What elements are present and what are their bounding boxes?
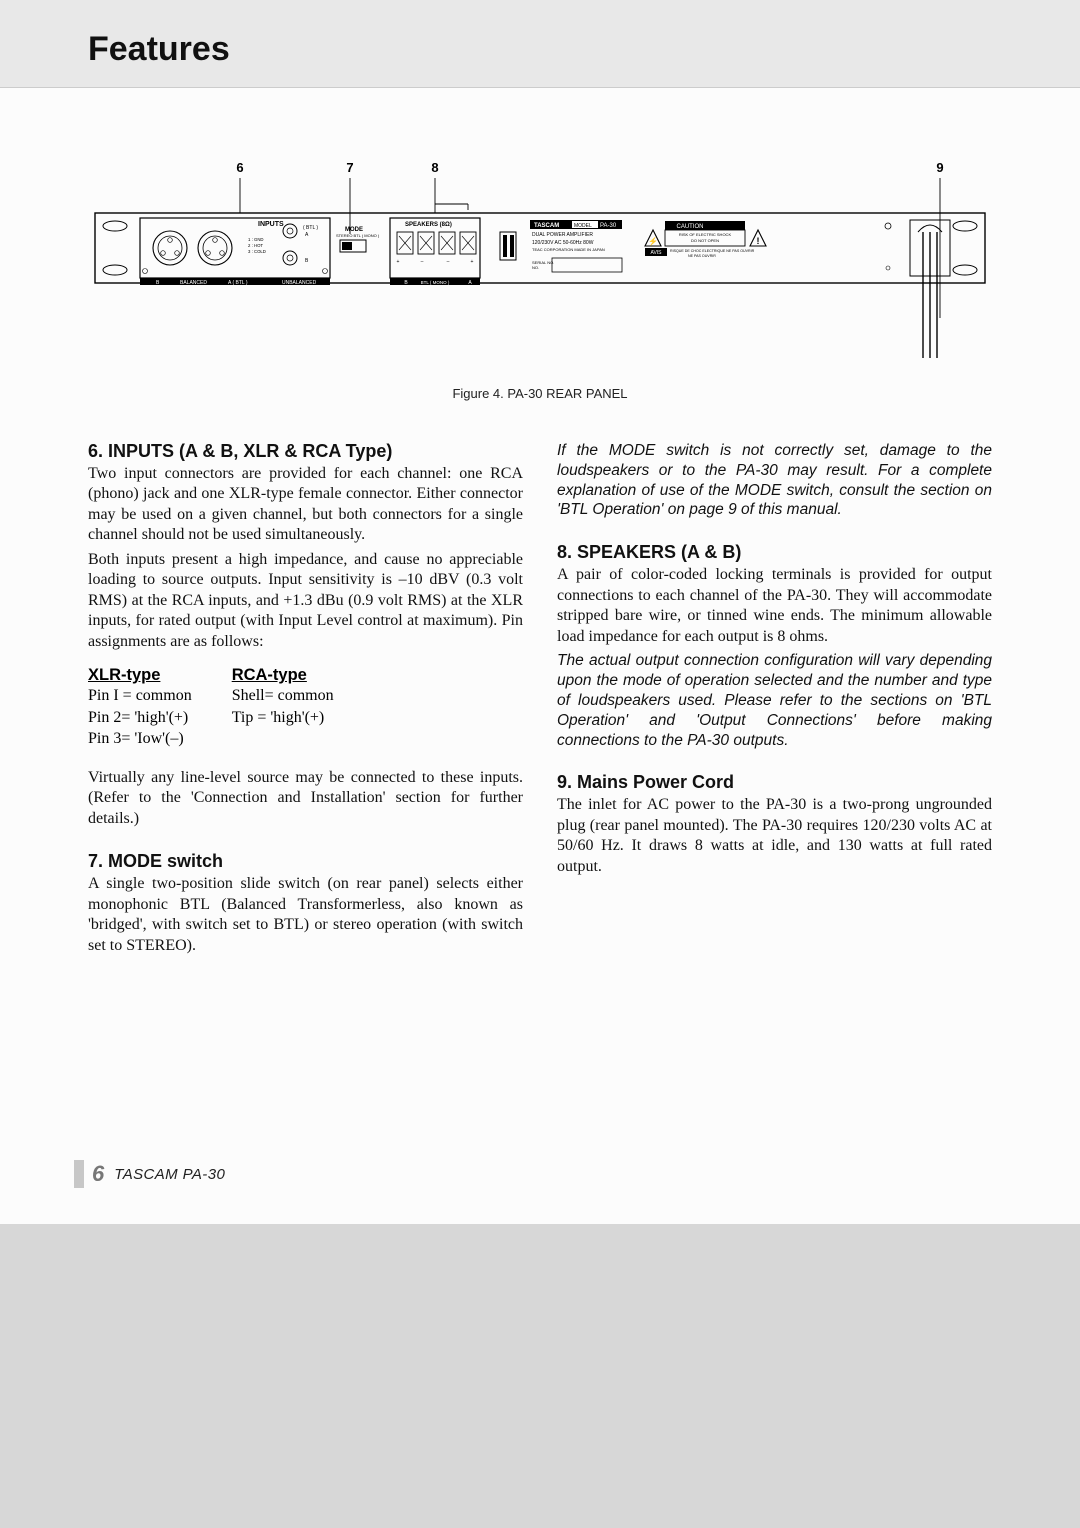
svg-text:B: B (305, 258, 309, 264)
svg-text:TEAC CORPORATION MADE IN JAP: TEAC CORPORATION MADE IN JAPAN (532, 247, 605, 252)
rca-shell: Shell= common (232, 685, 334, 707)
section-7-p1: A single two-position slide switch (on r… (88, 874, 523, 956)
section-6-p2: Both inputs present a high impedance, an… (88, 550, 523, 652)
svg-text:NO.: NO. (532, 265, 539, 270)
page-title: Features (88, 30, 992, 69)
svg-text:PA-30: PA-30 (600, 223, 617, 229)
xlr-type-heading: XLR-type (88, 666, 192, 685)
pin-assignments-table: XLR-type Pin I = common Pin 2= 'high'(+)… (88, 666, 523, 750)
svg-text:NE PAS OUVRIR: NE PAS OUVRIR (688, 254, 716, 258)
svg-text:MODEL: MODEL (574, 223, 592, 229)
section-8-heading: 8. SPEAKERS (A & B) (557, 542, 992, 563)
footer-accent-bar (74, 1160, 84, 1188)
page-number: 6 (92, 1161, 104, 1187)
section-8-warning: The actual output connection configurati… (557, 651, 992, 750)
page: Features 6 7 8 9 (0, 0, 1080, 1224)
right-column: If the MODE switch is not correctly set,… (557, 441, 992, 960)
svg-text:RISQUE DE CHOC ELECTRIQUE NE P: RISQUE DE CHOC ELECTRIQUE NE PAS OUVRIR (670, 249, 755, 253)
svg-text:RISK OF ELECTRIC SHOCK: RISK OF ELECTRIC SHOCK (679, 232, 732, 237)
svg-text:120/230V AC 50-60Hz 80W: 120/230V AC 50-60Hz 80W (532, 240, 594, 246)
mode-switch-warning: If the MODE switch is not correctly set,… (557, 441, 992, 520)
callout-8: 8 (431, 160, 438, 175)
svg-text:CAUTION: CAUTION (677, 224, 704, 230)
section-6-p1: Two input connectors are provided for ea… (88, 464, 523, 546)
svg-text:⚡: ⚡ (648, 236, 658, 246)
svg-text:TASCAM: TASCAM (534, 223, 559, 229)
xlr-pin-3: Pin 3= 'Iow'(–) (88, 728, 192, 750)
svg-text:INPUTS: INPUTS (258, 221, 284, 228)
svg-text:AVIS: AVIS (650, 250, 662, 256)
svg-text:SPEAKERS (8Ω): SPEAKERS (8Ω) (405, 222, 452, 228)
callout-9: 9 (936, 160, 943, 175)
section-7-heading: 7. MODE switch (88, 851, 523, 872)
svg-text:DO NOT OPEN: DO NOT OPEN (691, 238, 719, 243)
rca-type-heading: RCA-type (232, 666, 334, 685)
svg-text:STEREO BTL ( MONO ): STEREO BTL ( MONO ) (336, 233, 380, 238)
svg-text:( BTL ): ( BTL ) (303, 225, 318, 231)
header-band: Features (0, 0, 1080, 88)
svg-text:BALANCED: BALANCED (180, 280, 207, 286)
svg-text:3 : COLD: 3 : COLD (248, 249, 266, 254)
svg-text:BTL ( MONO ): BTL ( MONO ) (421, 280, 450, 285)
section-6-heading: 6. INPUTS (A & B, XLR & RCA Type) (88, 441, 523, 462)
xlr-column: XLR-type Pin I = common Pin 2= 'high'(+)… (88, 666, 192, 750)
svg-text:–: – (421, 259, 424, 265)
svg-text:1 : GND: 1 : GND (248, 237, 264, 242)
svg-text:A: A (305, 232, 309, 238)
page-footer: 6 TASCAM PA-30 (0, 1160, 1080, 1224)
svg-text:–: – (447, 259, 450, 265)
section-8-p1: A pair of color-coded locking terminals … (557, 565, 992, 647)
two-column-body: 6. INPUTS (A & B, XLR & RCA Type) Two in… (88, 441, 992, 960)
xlr-pin-1: Pin I = common (88, 685, 192, 707)
svg-text:A ( BTL ): A ( BTL ) (228, 280, 248, 286)
section-9-heading: 9. Mains Power Cord (557, 772, 992, 793)
rca-tip: Tip = 'high'(+) (232, 707, 334, 729)
svg-text:2 : HOT: 2 : HOT (248, 243, 263, 248)
figure-caption: Figure 4. PA-30 REAR PANEL (88, 386, 992, 401)
callout-7: 7 (346, 160, 353, 175)
section-9-p1: The inlet for AC power to the PA-30 is a… (557, 795, 992, 877)
rear-panel-svg: 6 7 8 9 (90, 158, 990, 368)
svg-text:UNBALANCED: UNBALANCED (282, 280, 317, 286)
svg-text:+: + (397, 259, 400, 265)
callout-6: 6 (236, 160, 243, 175)
xlr-pin-2: Pin 2= 'high'(+) (88, 707, 192, 729)
content-area: 6 7 8 9 (0, 88, 1080, 980)
rear-panel-figure: 6 7 8 9 (88, 158, 992, 368)
svg-text:+: + (471, 259, 474, 265)
footer-doc-title: TASCAM PA-30 (114, 1166, 225, 1183)
rca-column: RCA-type Shell= common Tip = 'high'(+) (232, 666, 334, 750)
svg-text:DUAL POWER AMPLIFIER: DUAL POWER AMPLIFIER (532, 232, 593, 238)
left-column: 6. INPUTS (A & B, XLR & RCA Type) Two in… (88, 441, 523, 960)
svg-text:!: ! (757, 236, 760, 246)
section-6-p3: Virtually any line-level source may be c… (88, 768, 523, 829)
